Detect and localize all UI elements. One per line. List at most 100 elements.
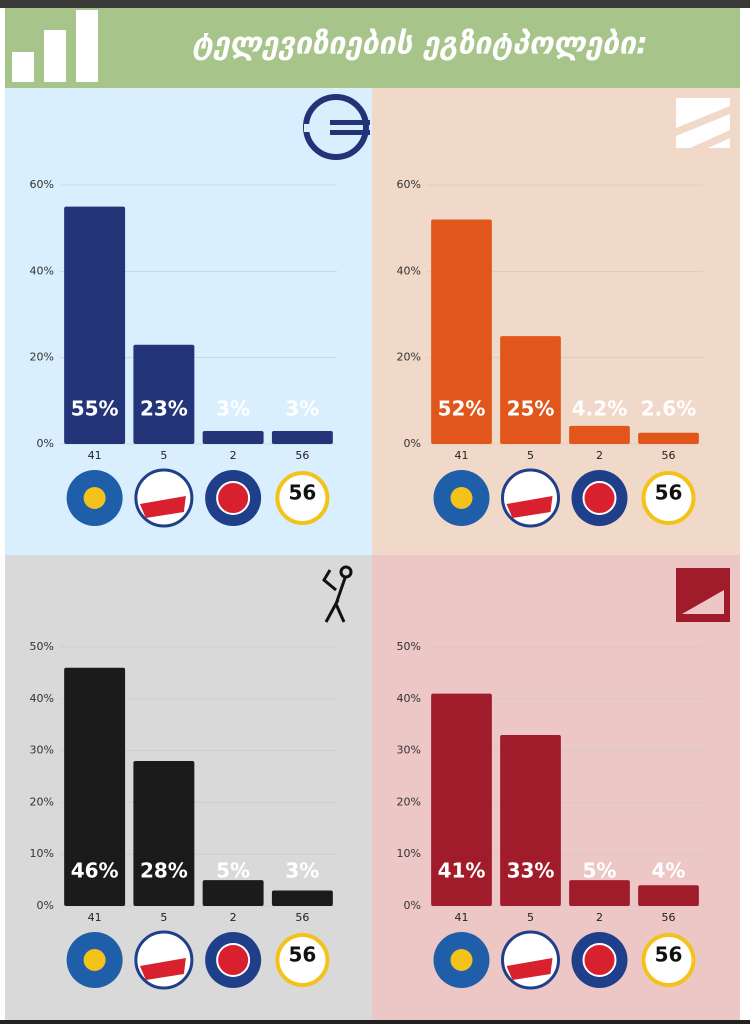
tv-logo-2 (676, 98, 730, 148)
value-label: 3% (285, 859, 319, 883)
party-logo (134, 930, 194, 990)
logo-circle (275, 471, 330, 525)
y-tick-label: 30% (397, 744, 421, 757)
x-tick-label: 56 (295, 449, 309, 462)
bar (500, 735, 561, 906)
party-logo (66, 932, 123, 988)
value-label: 4% (652, 859, 686, 883)
bar (133, 760, 195, 906)
x-tick-label: 2 (596, 911, 603, 924)
bar (638, 885, 699, 906)
bar (431, 219, 492, 444)
x-tick-label: 5 (527, 449, 534, 462)
y-tick-label: 30% (30, 744, 54, 757)
bar (500, 336, 561, 444)
bar (133, 344, 195, 444)
y-tick-label: 10% (30, 847, 54, 860)
x-tick-label: 5 (160, 449, 167, 462)
value-label: 52% (438, 397, 486, 421)
party-logo (66, 470, 123, 526)
party-logo: 56 (275, 471, 330, 525)
y-tick-label: 40% (30, 692, 54, 705)
value-label: 41% (438, 859, 486, 883)
x-tick-label: 2 (230, 911, 237, 924)
y-tick-label: 0% (37, 437, 54, 450)
bottom-bar (0, 1020, 750, 1024)
value-label: 33% (507, 859, 555, 883)
logo-circle (275, 933, 330, 987)
value-label: 5% (216, 859, 250, 883)
bar (638, 432, 699, 444)
logo-center (216, 943, 251, 977)
header-title: ტელევიზიების ეგზიტპოლები: (192, 27, 648, 62)
logo-flag (506, 958, 553, 980)
x-tick-label: 2 (230, 449, 237, 462)
tv-logo-4 (676, 568, 730, 622)
top-bar (0, 0, 750, 8)
value-label: 28% (140, 859, 188, 883)
logo-sun (450, 949, 473, 971)
party-logo: 56 (275, 933, 330, 987)
value-label: 5% (583, 859, 617, 883)
party-logo (501, 468, 560, 528)
y-tick-label: 60% (30, 178, 54, 191)
logo-center (582, 943, 617, 977)
logo-circle (641, 471, 696, 525)
logo-center (582, 481, 617, 515)
party-logo (571, 470, 628, 526)
party-logo (433, 470, 490, 526)
y-tick-label: 20% (397, 795, 421, 808)
y-tick-label: 50% (30, 640, 54, 653)
value-label: 25% (507, 397, 555, 421)
value-label: 4.2% (572, 397, 627, 421)
logo-circle (641, 933, 696, 987)
bar (271, 890, 333, 906)
bar (431, 693, 492, 906)
party-logo (134, 468, 194, 528)
x-tick-label: 41 (455, 911, 469, 924)
tv-logo-3 (322, 565, 353, 623)
party-logo: 56 (641, 933, 696, 987)
logo-text: 56 (288, 943, 316, 967)
y-tick-label: 10% (397, 847, 421, 860)
y-tick-label: 40% (397, 692, 421, 705)
x-tick-label: 5 (160, 911, 167, 924)
logo-text: 56 (655, 481, 683, 505)
value-label: 3% (285, 397, 319, 421)
party-logo: 56 (641, 471, 696, 525)
logo-text: 56 (655, 943, 683, 967)
header (5, 8, 740, 88)
bar (202, 431, 264, 444)
y-tick-label: 50% (397, 640, 421, 653)
y-tick-label: 40% (30, 264, 54, 277)
y-tick-label: 20% (30, 795, 54, 808)
y-tick-label: 0% (404, 899, 421, 912)
logo-sun (83, 949, 106, 971)
header-icon (12, 10, 98, 82)
value-label: 2.6% (641, 397, 696, 421)
value-label: 3% (216, 397, 250, 421)
logo-flag (506, 496, 553, 518)
x-tick-label: 56 (295, 911, 309, 924)
y-tick-label: 20% (397, 351, 421, 364)
y-tick-label: 0% (404, 437, 421, 450)
party-logo (205, 932, 262, 988)
y-tick-label: 0% (37, 899, 54, 912)
bar (64, 206, 126, 444)
bar (569, 425, 630, 444)
party-logo (433, 932, 490, 988)
y-tick-label: 40% (397, 264, 421, 277)
x-tick-label: 5 (527, 911, 534, 924)
tv-logo-1 (303, 94, 370, 160)
x-tick-label: 41 (88, 911, 102, 924)
x-tick-label: 41 (88, 449, 102, 462)
party-logo (571, 932, 628, 988)
logo-flag (139, 958, 186, 980)
y-tick-label: 60% (397, 178, 421, 191)
bar (271, 431, 333, 444)
x-tick-label: 41 (455, 449, 469, 462)
logo-center (216, 481, 251, 515)
value-label: 55% (71, 397, 119, 421)
logo-text: 56 (288, 481, 316, 505)
